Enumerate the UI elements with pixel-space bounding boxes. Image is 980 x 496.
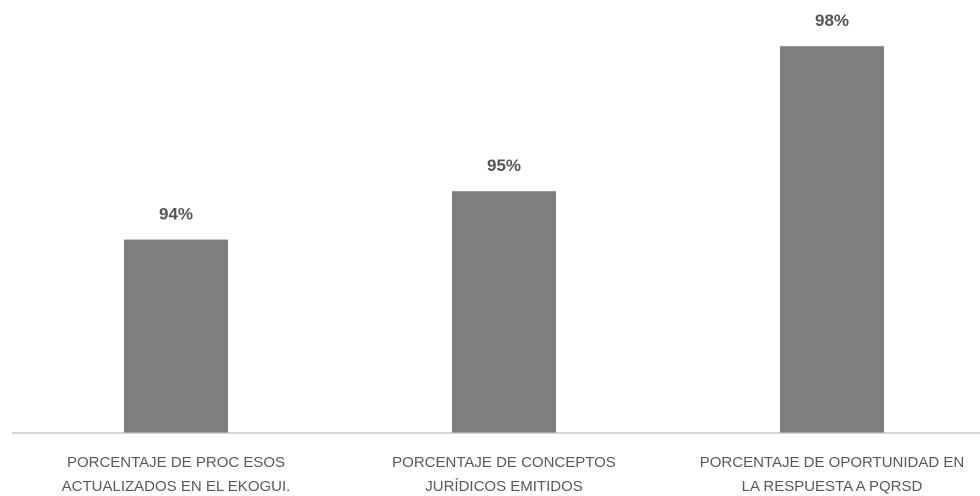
data-label-1: 94% bbox=[159, 205, 193, 224]
category-label-3-line-2: LA RESPUESTA A PQRSD bbox=[742, 478, 923, 495]
bar-2 bbox=[452, 191, 556, 433]
bar-3 bbox=[780, 46, 884, 433]
category-label-3-line-1: PORCENTAJE DE OPORTUNIDAD EN bbox=[700, 454, 964, 471]
category-label-2: PORCENTAJE DE CONCEPTOS JURÍDICOS EMITIDO… bbox=[392, 454, 616, 495]
category-label-1-line-2: ACTUALIZADOS EN EL EKOGUI. bbox=[62, 478, 291, 495]
category-label-2-line-2: JURÍDICOS EMITIDOS bbox=[425, 478, 583, 495]
category-label-1-line-1: PORCENTAJE DE PROC ESOS bbox=[67, 454, 285, 471]
data-labels-layer: 94% 95% 98% bbox=[159, 11, 849, 223]
category-label-3: PORCENTAJE DE OPORTUNIDAD EN LA RESPUESTA… bbox=[700, 454, 964, 495]
category-labels-layer: PORCENTAJE DE PROC ESOS ACTUALIZADOS EN E… bbox=[62, 454, 965, 495]
data-label-2: 95% bbox=[487, 156, 521, 175]
category-label-2-line-1: PORCENTAJE DE CONCEPTOS bbox=[392, 454, 616, 471]
data-label-3: 98% bbox=[815, 11, 849, 30]
category-label-1: PORCENTAJE DE PROC ESOS ACTUALIZADOS EN E… bbox=[62, 454, 291, 495]
bar-1 bbox=[124, 239, 228, 433]
bars-layer bbox=[124, 46, 884, 433]
